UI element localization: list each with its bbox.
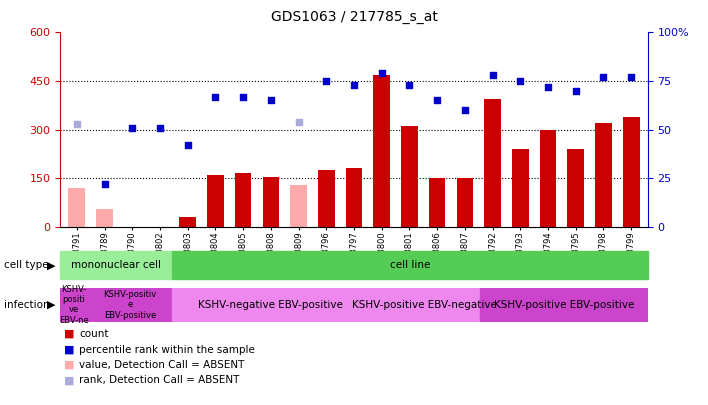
Bar (480, 288, 648, 322)
Point (376, 70, 387, 77)
Bar (235, 173, 251, 227)
Text: KSHV-positiv
e
EBV-positive: KSHV-positiv e EBV-positive (103, 290, 156, 320)
Text: GDS1063 / 217785_s_at: GDS1063 / 217785_s_at (270, 10, 438, 24)
Point (542, 83, 554, 90)
Bar (346, 168, 362, 227)
Text: ■: ■ (64, 345, 74, 354)
Point (570, 87, 581, 94)
Text: rank, Detection Call = ABSENT: rank, Detection Call = ABSENT (79, 375, 240, 385)
Text: ▶: ▶ (47, 260, 55, 270)
Point (321, 78, 332, 84)
Text: infection: infection (4, 300, 49, 310)
Bar (88, 288, 172, 322)
Bar (567, 149, 584, 227)
Text: cell line: cell line (390, 260, 430, 270)
Point (626, 74, 637, 80)
Point (210, 93, 221, 100)
Bar (69, 188, 85, 227)
Bar (484, 99, 501, 227)
Point (515, 78, 526, 84)
Bar (60, 251, 172, 279)
Text: KSHV-negative EBV-positive: KSHV-negative EBV-positive (198, 300, 343, 310)
Point (487, 72, 498, 79)
Point (293, 119, 304, 125)
Point (266, 97, 277, 104)
Bar (368, 288, 480, 322)
Point (237, 93, 249, 100)
Text: mononuclear cell: mononuclear cell (71, 260, 161, 270)
Point (431, 97, 442, 104)
Point (404, 82, 415, 88)
Point (348, 82, 360, 88)
Text: KSHV-
positi
ve
EBV-ne: KSHV- positi ve EBV-ne (59, 285, 89, 325)
Point (154, 124, 166, 131)
Point (99, 181, 110, 187)
Text: KSHV-positive EBV-negative: KSHV-positive EBV-negative (351, 300, 496, 310)
Bar (60, 288, 88, 322)
Text: ■: ■ (64, 375, 74, 385)
Text: count: count (79, 329, 109, 339)
Text: value, Detection Call = ABSENT: value, Detection Call = ABSENT (79, 360, 245, 370)
Point (127, 124, 138, 131)
Bar (172, 251, 648, 279)
Point (71, 121, 82, 127)
Bar (623, 117, 639, 227)
Bar (373, 75, 390, 227)
Text: KSHV-positive EBV-positive: KSHV-positive EBV-positive (493, 300, 634, 310)
Bar (512, 149, 529, 227)
Bar (429, 178, 445, 227)
Bar (457, 178, 473, 227)
Bar (290, 185, 307, 227)
Text: cell type: cell type (4, 260, 48, 270)
Text: ▶: ▶ (47, 300, 55, 310)
Bar (263, 177, 279, 227)
Bar (179, 217, 196, 227)
Text: percentile rank within the sample: percentile rank within the sample (79, 345, 255, 354)
Point (459, 107, 471, 113)
Bar (318, 170, 335, 227)
Text: ■: ■ (64, 360, 74, 370)
Bar (539, 130, 556, 227)
Point (598, 74, 609, 80)
Bar (595, 123, 612, 227)
Bar (96, 209, 113, 227)
Text: ■: ■ (64, 329, 74, 339)
Bar (172, 288, 368, 322)
Point (182, 142, 193, 148)
Bar (207, 175, 224, 227)
Bar (401, 126, 418, 227)
